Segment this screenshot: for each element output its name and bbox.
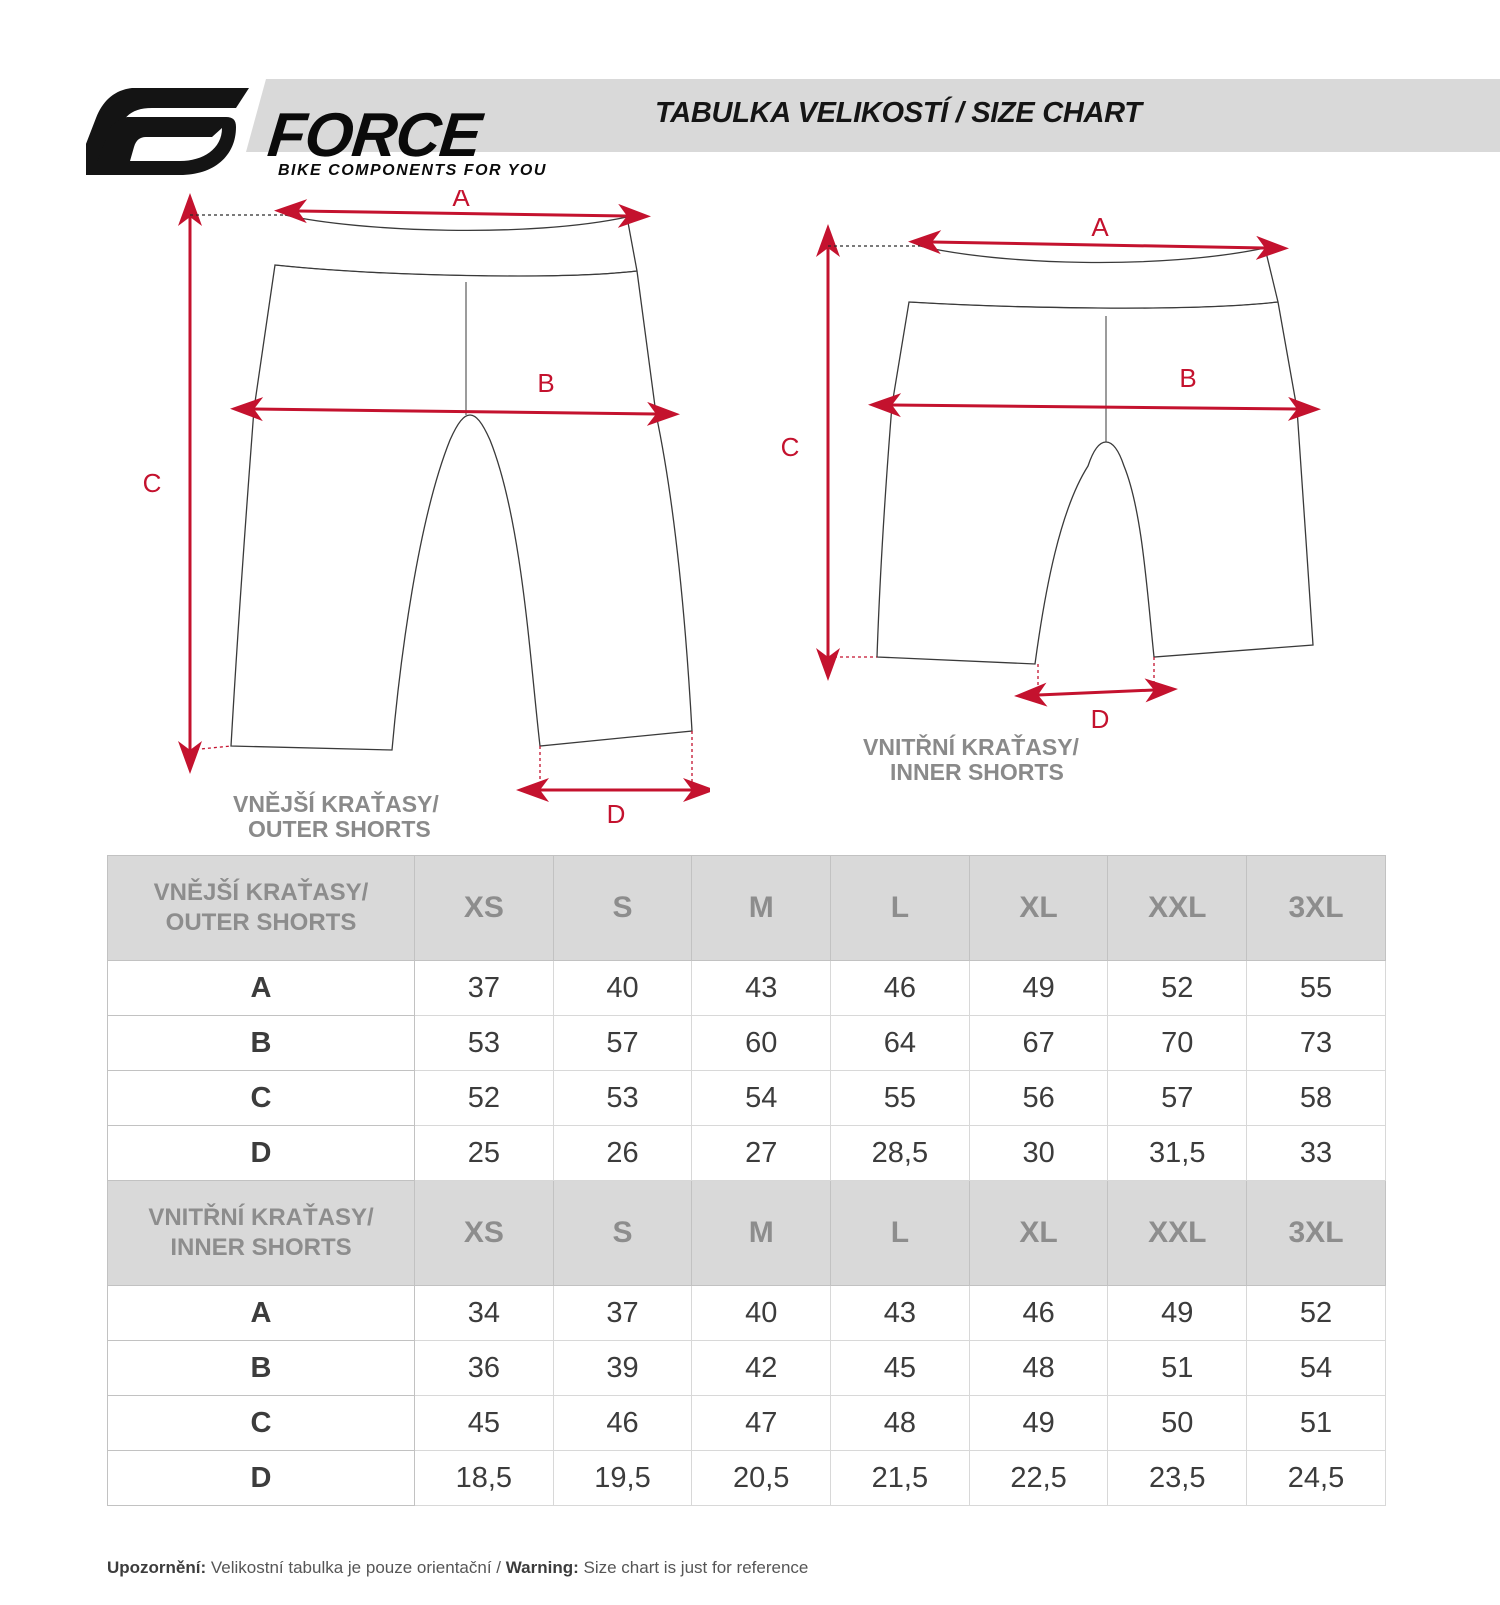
svg-text:C: C bbox=[781, 432, 800, 462]
svg-text:C: C bbox=[143, 468, 162, 498]
svg-text:D: D bbox=[1091, 704, 1110, 734]
svg-text:B: B bbox=[537, 368, 554, 398]
svg-text:D: D bbox=[607, 799, 626, 829]
svg-text:INNER SHORTS: INNER SHORTS bbox=[890, 759, 1064, 785]
svg-text:VNITŘNÍ KRAŤASY/: VNITŘNÍ KRAŤASY/ bbox=[863, 733, 1080, 760]
svg-text:VNĚJŠÍ KRAŤASY/: VNĚJŠÍ KRAŤASY/ bbox=[233, 790, 439, 817]
svg-text:B: B bbox=[1179, 363, 1196, 393]
svg-text:OUTER SHORTS: OUTER SHORTS bbox=[248, 816, 431, 842]
svg-text:A: A bbox=[1091, 212, 1109, 242]
svg-text:A: A bbox=[452, 190, 470, 212]
